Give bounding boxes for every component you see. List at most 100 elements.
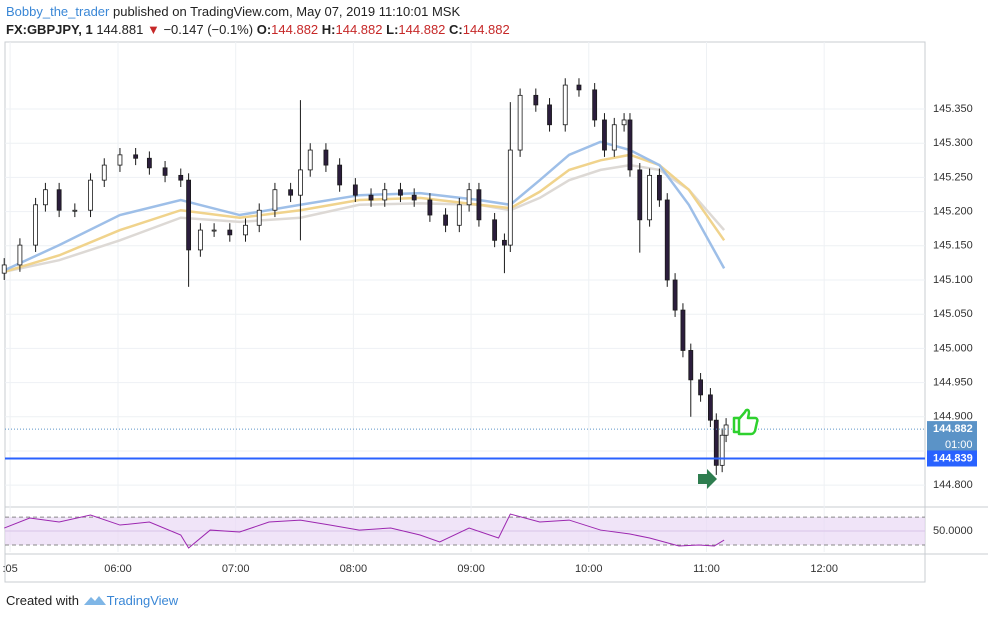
last-price: 144.881 [96, 22, 144, 37]
candle-body [621, 119, 627, 126]
candle-body [133, 154, 139, 159]
rsi-pane [4, 513, 925, 549]
y-tick-label: 145.100 [933, 274, 973, 286]
candle-body [707, 394, 713, 421]
candle-body [243, 224, 248, 236]
candle-body [611, 124, 617, 151]
publish-line: Bobby_the_trader published on TradingVie… [6, 4, 460, 19]
candle-body [664, 199, 670, 281]
tv-logo [83, 596, 106, 605]
candle-body [323, 149, 329, 166]
candle-body [337, 164, 343, 186]
candle-body [533, 94, 539, 106]
ohlc-value: 144.882 [462, 22, 510, 37]
candle-body [456, 204, 462, 226]
candle-body [562, 84, 568, 126]
rsi-line [4, 513, 725, 549]
candle-body [352, 184, 358, 196]
candle-body [502, 239, 507, 246]
candle-body [656, 174, 662, 201]
change-arrow: ▼ [146, 22, 160, 37]
x-tick-label: 08:00 [340, 563, 368, 575]
candle-body [146, 157, 152, 169]
candle-body [627, 119, 633, 171]
y-tick-label: 145.350 [933, 103, 973, 115]
candle-body [211, 229, 217, 232]
candle-body [672, 279, 678, 311]
candle-body [492, 219, 498, 241]
candle-body [288, 189, 294, 196]
axes: :05 06:00 07:00 08:00 09:00 10:00 11:00 12:00 14… [2, 103, 977, 575]
candle-body [382, 189, 388, 201]
symbol-line: FX:GBPJPY, 1 144.881 ▼ −0.147 (−0.1%) O:… [6, 22, 510, 37]
moving-average [3, 153, 726, 273]
candle-body [368, 194, 374, 201]
candle-body [56, 189, 62, 211]
candle-body [576, 84, 582, 91]
ohlc-value: 144.882 [398, 22, 446, 37]
candle-body [33, 204, 39, 246]
y-tick-label: 145.050 [933, 308, 973, 320]
countdown: 01:00 [945, 439, 973, 451]
x-tick-label: 09:00 [457, 563, 485, 575]
candle-body [680, 309, 686, 351]
candle-body [17, 244, 23, 266]
y-tick-label: 145.250 [933, 171, 973, 183]
candle-body [517, 94, 523, 151]
candle-body [443, 214, 448, 226]
candle-body [186, 179, 192, 251]
candle-body [698, 379, 703, 396]
candle-body [197, 229, 203, 251]
author[interactable]: Bobby_the_trader [6, 4, 110, 19]
rsi-tick-label: 50.0000 [933, 525, 973, 537]
x-tick-label: :05 [2, 563, 17, 575]
candle-body [466, 189, 472, 206]
candle-body [637, 169, 643, 221]
price-label: 144.839 [933, 452, 973, 464]
candle-body [88, 179, 93, 211]
chart: :05 06:00 07:00 08:00 09:00 10:00 11:00 12:00 14… [1, 41, 988, 583]
candle-body [72, 209, 78, 212]
candle-body [162, 167, 168, 176]
symbol: FX:GBPJPY, 1 [6, 22, 93, 37]
candle-body [117, 154, 123, 166]
price-label-box [927, 450, 977, 467]
arrow-marker [698, 469, 717, 489]
candle-body [101, 164, 107, 181]
x-tick-label: 10:00 [575, 563, 603, 575]
candle-body [476, 189, 482, 221]
candle-body [298, 169, 303, 196]
change: −0.147 (−0.1%) [163, 22, 254, 37]
y-tick-label: 145.150 [933, 240, 973, 252]
ohlc-label: C: [449, 22, 463, 37]
candle-body [507, 149, 513, 246]
candle-body [592, 89, 598, 121]
candle-body [256, 209, 262, 226]
frame [4, 41, 926, 583]
price-label-box [927, 421, 977, 454]
y-tick-label: 145.000 [933, 342, 973, 354]
candle-body [647, 174, 652, 221]
candle-body [713, 419, 719, 466]
candle-body [719, 434, 725, 466]
y-tick-label: 145.300 [933, 137, 973, 149]
brand[interactable]: TradingView [106, 593, 179, 608]
main-pane [1, 78, 925, 475]
ohlc-label: O: [256, 22, 272, 37]
price-label: 144.882 [933, 423, 973, 435]
thumbs-up-icon [732, 408, 759, 436]
candle-body [227, 229, 233, 236]
candle-body [411, 194, 417, 201]
candle-body [602, 119, 607, 151]
ohlc-label: H: [321, 22, 336, 37]
candle-body [1, 264, 7, 274]
x-tick-label: 12:00 [810, 563, 838, 575]
ohlc-label: L: [386, 22, 399, 37]
candle-body [178, 174, 184, 181]
y-tick-label: 144.800 [933, 479, 973, 491]
candle-body [398, 189, 403, 196]
y-tick-label: 144.900 [933, 411, 973, 423]
grid [5, 42, 925, 552]
candle-body [723, 424, 729, 436]
